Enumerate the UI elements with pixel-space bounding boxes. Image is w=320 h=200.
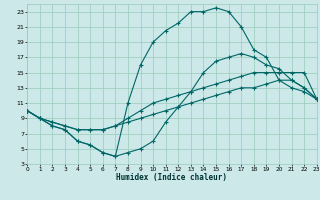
X-axis label: Humidex (Indice chaleur): Humidex (Indice chaleur) — [116, 173, 228, 182]
